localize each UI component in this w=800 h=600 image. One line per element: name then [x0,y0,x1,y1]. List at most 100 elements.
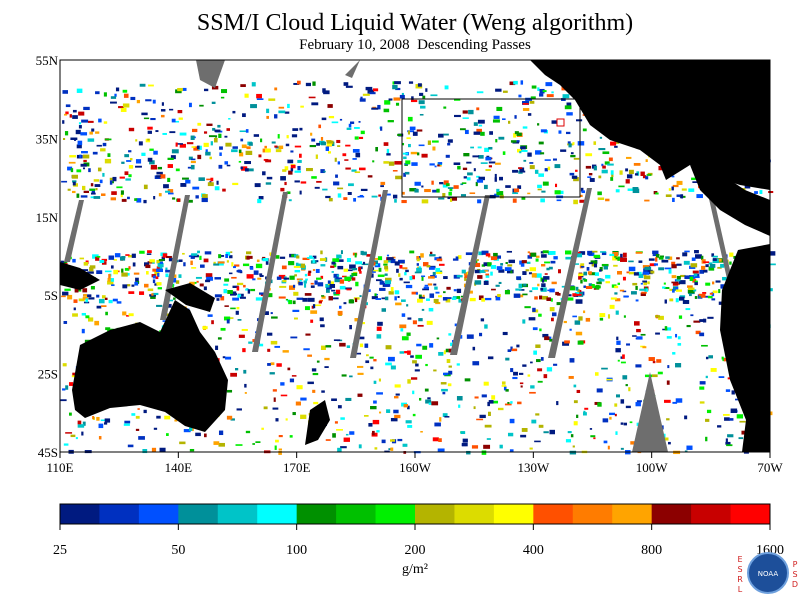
cloud-cell [516,132,522,136]
cloud-cell [519,382,524,385]
cloud-cell [345,287,352,290]
cloud-cell [572,445,575,448]
cloud-cell [322,188,328,191]
cloud-cell [615,189,620,193]
cloud-cell [602,151,610,155]
cloud-cell [395,302,402,306]
cloud-cell [590,260,598,264]
cloud-cell [159,265,163,270]
lat-label: 15N [36,210,59,225]
cloud-cell [518,283,523,288]
cloud-cell [226,319,230,324]
cloud-cell [688,188,695,192]
cloud-cell [569,172,575,176]
cloud-cell [473,131,481,135]
cloud-cell [422,262,429,267]
cloud-cell [375,146,379,152]
cloud-cell [534,273,542,278]
cloud-cell [127,196,130,200]
cloud-cell [206,123,213,126]
cloud-cell [520,80,524,85]
cloud-cell [699,269,704,274]
cloud-cell [575,169,578,172]
cloud-cell [77,140,83,146]
cloud-cell [346,269,353,272]
cloud-cell [521,427,528,432]
cloud-cell [120,107,127,112]
cloud-cell [707,316,714,319]
cloud-cell [94,184,101,187]
cloud-cell [87,271,94,274]
cloud-cell [492,119,500,123]
cloud-cell [535,258,539,262]
logo-letter: R [737,575,743,584]
cloud-cell [628,266,636,272]
cloud-cell [337,193,342,198]
cloud-cell [337,259,344,262]
cloud-cell [359,343,364,348]
cloud-cell [103,92,107,97]
cloud-cell [672,282,679,286]
cloud-cell [438,162,443,165]
cloud-cell [249,266,254,270]
colorbar-segment [60,504,100,524]
cloud-cell [723,358,727,362]
cloud-cell [475,181,478,187]
cloud-cell [334,421,338,424]
cloud-cell [121,198,127,202]
cloud-cell [307,257,314,259]
cloud-cell [536,359,541,363]
cloud-cell [178,259,183,262]
colorbar-segment [730,504,771,524]
cloud-cell [505,185,511,188]
cloud-cell [160,109,166,112]
cloud-cell [680,194,684,199]
cloud-cell [300,105,304,108]
cloud-cell [152,279,156,284]
cloud-cell [73,299,78,303]
cloud-cell [127,254,135,258]
cloud-cell [370,366,374,370]
cloud-cell [247,289,251,294]
cloud-cell [729,261,732,265]
cloud-cell [431,140,439,143]
cloud-cell [272,407,279,410]
cloud-cell [179,441,186,445]
cloud-cell [542,295,549,300]
cloud-cell [551,312,557,317]
cloud-cell [552,158,557,161]
cloud-cell [121,161,125,164]
cloud-cell [512,141,519,144]
cloud-cell [346,288,352,291]
cloud-cell [261,427,264,430]
lon-label: 130W [517,460,550,475]
cloud-cell [565,256,572,260]
cloud-cell [122,311,127,316]
cloud-cell [167,177,171,183]
colorbar-tick-label: 800 [641,543,662,558]
cloud-cell [544,168,548,172]
cloud-cell [615,394,620,398]
cloud-cell [143,117,150,120]
cloud-cell [62,138,66,140]
cloud-cell [448,348,453,353]
cloud-cell [307,272,311,276]
cloud-cell [82,167,86,170]
cloud-cell [433,298,439,303]
cloud-cell [488,255,491,258]
cloud-cell [253,134,260,137]
cloud-cell [495,284,500,287]
cloud-cell [67,166,73,171]
cloud-cell [191,426,194,432]
subtitle: February 10, 2008 Descending Passes [299,37,531,53]
cloud-cell [147,130,152,134]
cloud-cell [432,271,436,276]
cloud-cell [622,276,626,281]
cloud-cell [81,150,88,154]
cloud-cell [594,285,601,289]
cloud-cell [266,176,273,180]
cloud-cell [294,269,301,273]
cloud-cell [96,416,100,421]
cloud-cell [546,367,553,372]
cloud-cell [614,145,618,148]
